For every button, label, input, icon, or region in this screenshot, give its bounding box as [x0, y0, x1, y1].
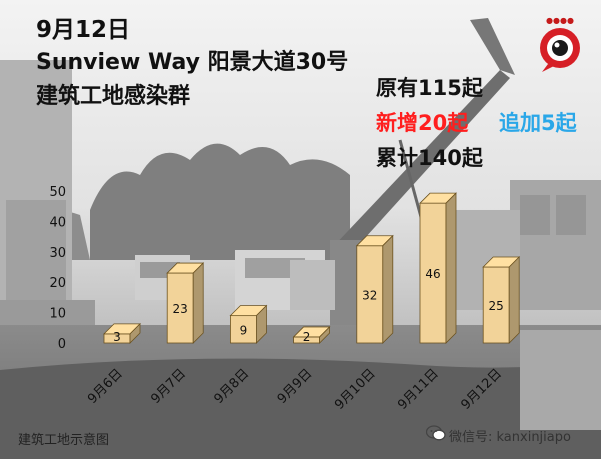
bar-side	[445, 192, 457, 344]
y-tick-label: 30	[49, 246, 66, 261]
bar: 9	[229, 304, 268, 344]
wechat-id: 微信号: kanxinjiapo	[449, 430, 571, 445]
bar-side	[255, 304, 267, 344]
x-axis: 9月6日 9月7日 9月8日 9月9日 9月10日 9月11日 9月12日	[85, 366, 505, 413]
bar: 23	[166, 262, 205, 344]
bar-front	[166, 272, 194, 344]
y-tick-label: 10	[49, 307, 66, 322]
caption: 建筑工地示意图	[18, 433, 110, 448]
title-place: Sunview Way 阳景大道30号	[36, 50, 349, 75]
bar: 46	[419, 192, 457, 344]
data-label: 9	[240, 323, 248, 337]
bar-side	[508, 256, 520, 344]
wechat-icon	[426, 425, 446, 441]
bar: 25	[482, 256, 521, 344]
shin-min-eye-logo-icon: ●●●●	[540, 16, 580, 72]
stat-added-cases: 追加5起	[499, 111, 577, 135]
y-tick-label: 40	[49, 215, 66, 230]
x-tick-label: 9月12日	[458, 366, 505, 413]
bar-front	[356, 245, 384, 344]
x-tick-label: 9月10日	[332, 366, 379, 413]
x-tick-label: 9月11日	[395, 366, 442, 413]
title-date: 9月12日	[36, 17, 131, 43]
x-tick-label: 9月7日	[148, 366, 189, 407]
data-label: 32	[362, 288, 377, 302]
data-label: 23	[173, 302, 188, 316]
bar: 2	[292, 325, 331, 344]
data-label: 3	[113, 330, 121, 344]
bar-side	[319, 325, 331, 344]
data-label: 25	[489, 299, 504, 313]
y-axis: 0 10 20 30 40 50	[49, 185, 66, 352]
stat-original-cases: 原有115起	[376, 76, 483, 100]
bar: 32	[355, 234, 394, 344]
y-tick-label: 0	[58, 337, 66, 352]
x-tick-label: 9月6日	[85, 366, 126, 407]
bar-side	[382, 234, 394, 344]
x-tick-label: 9月8日	[212, 366, 253, 407]
bar: 3	[103, 322, 141, 344]
svg-text:●●●●: ●●●●	[546, 16, 574, 25]
data-label: 46	[425, 267, 440, 281]
stat-total-cases: 累计140起	[376, 146, 483, 170]
y-tick-label: 20	[49, 276, 66, 291]
data-label: 2	[303, 330, 311, 344]
stat-new-cases: 新增20起	[376, 111, 469, 135]
y-tick-label: 50	[49, 185, 66, 200]
x-tick-label: 9月9日	[275, 366, 316, 407]
bar-side	[192, 262, 204, 344]
bar-side	[129, 322, 141, 344]
title-cluster-name: 建筑工地感染群	[36, 84, 191, 109]
bar-front	[229, 315, 257, 344]
